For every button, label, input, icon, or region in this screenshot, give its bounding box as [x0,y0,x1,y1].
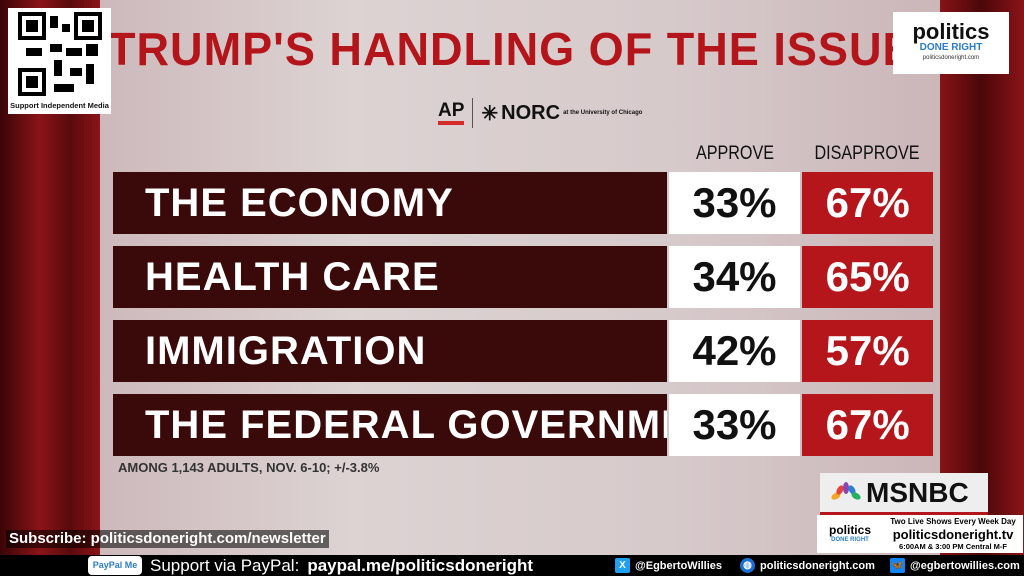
issue-label: IMMIGRATION [113,320,667,382]
peacock-icon [831,481,861,500]
msnbc-logo: MSNBC [820,473,988,515]
approve-value: 42% [668,320,801,382]
subscribe-link[interactable]: Subscribe: politicsdoneright.com/newslet… [6,530,329,548]
paypal-badge[interactable]: PayPal Me [88,556,142,575]
bottom-bar: Support via PayPal: paypal.me/politicsdon… [0,555,1024,576]
promo-schedule: 6:00AM & 3:00 PM Central M-F [899,541,1007,551]
norc-logo: ✳ NORC at the University of Chicago [481,101,643,126]
bluesky-handle[interactable]: 🦋 @egbertowillies.com [890,558,1020,573]
norc-star-icon: ✳ [481,102,499,125]
promo-url[interactable]: politicsdoneright.tv [892,526,1014,542]
pdr-logo-name: politics [912,19,990,44]
show-promo: politics DONE RIGHT Two Live Shows Every … [817,515,1023,553]
qr-code-icon [17,12,102,96]
disapprove-value: 67% [802,394,934,456]
disapprove-value: 65% [802,246,934,308]
approve-value: 33% [668,394,801,456]
paypal-support[interactable]: Support via PayPal: paypal.me/politicsdon… [150,556,534,575]
disapprove-value: 57% [802,320,934,382]
table-row: HEALTH CARE 34% 65% [113,246,934,308]
norc-subtitle: at the University of Chicago [563,110,643,116]
norc-name: NORC [501,101,561,124]
divider [472,98,474,128]
bluesky-icon: 🦋 [890,558,905,573]
pdr-logo-url: politicsdoneright.com [922,55,980,61]
issue-label: THE FEDERAL GOVERNMENT [113,394,667,456]
x-icon: X [615,558,630,573]
network-name: MSNBC [866,476,969,508]
website-link[interactable]: ◍ politicsdoneright.com [740,558,875,573]
ap-logo: AP [438,101,465,125]
pdr-logo-sub: DONE RIGHT [919,42,983,53]
approve-value: 34% [668,246,801,308]
disapprove-value: 67% [802,172,934,234]
promo-line1: Two Live Shows Every Week Day [890,516,1016,526]
qr-code[interactable]: Support Independent Media [8,8,111,114]
pdr-mini-logo: politics DONE RIGHT [828,523,871,543]
table-row: THE FEDERAL GOVERNMENT 33% 67% [113,394,934,456]
approve-value: 33% [668,172,801,234]
x-handle[interactable]: X @EgbertoWillies [615,558,722,573]
footnote: AMONG 1,143 ADULTS, NOV. 6-10; +/-3.8% [118,460,380,475]
qr-caption: Support Independent Media [10,101,109,110]
globe-icon: ◍ [740,558,755,573]
pdr-logo: politics DONE RIGHT politicsdoneright.com [893,12,1009,74]
disapprove-header: DISAPPROVE [814,143,920,164]
graphic-title: TRUMP'S HANDLING OF THE ISSUE [108,23,914,75]
source-logos: AP ✳ NORC at the University of Chicago [438,98,643,128]
issue-label: THE ECONOMY [113,172,667,234]
table-row: THE ECONOMY 33% 67% [113,172,934,234]
table-row: IMMIGRATION 42% 57% [113,320,934,382]
approve-header: APPROVE [695,143,775,164]
issue-label: HEALTH CARE [113,246,667,308]
